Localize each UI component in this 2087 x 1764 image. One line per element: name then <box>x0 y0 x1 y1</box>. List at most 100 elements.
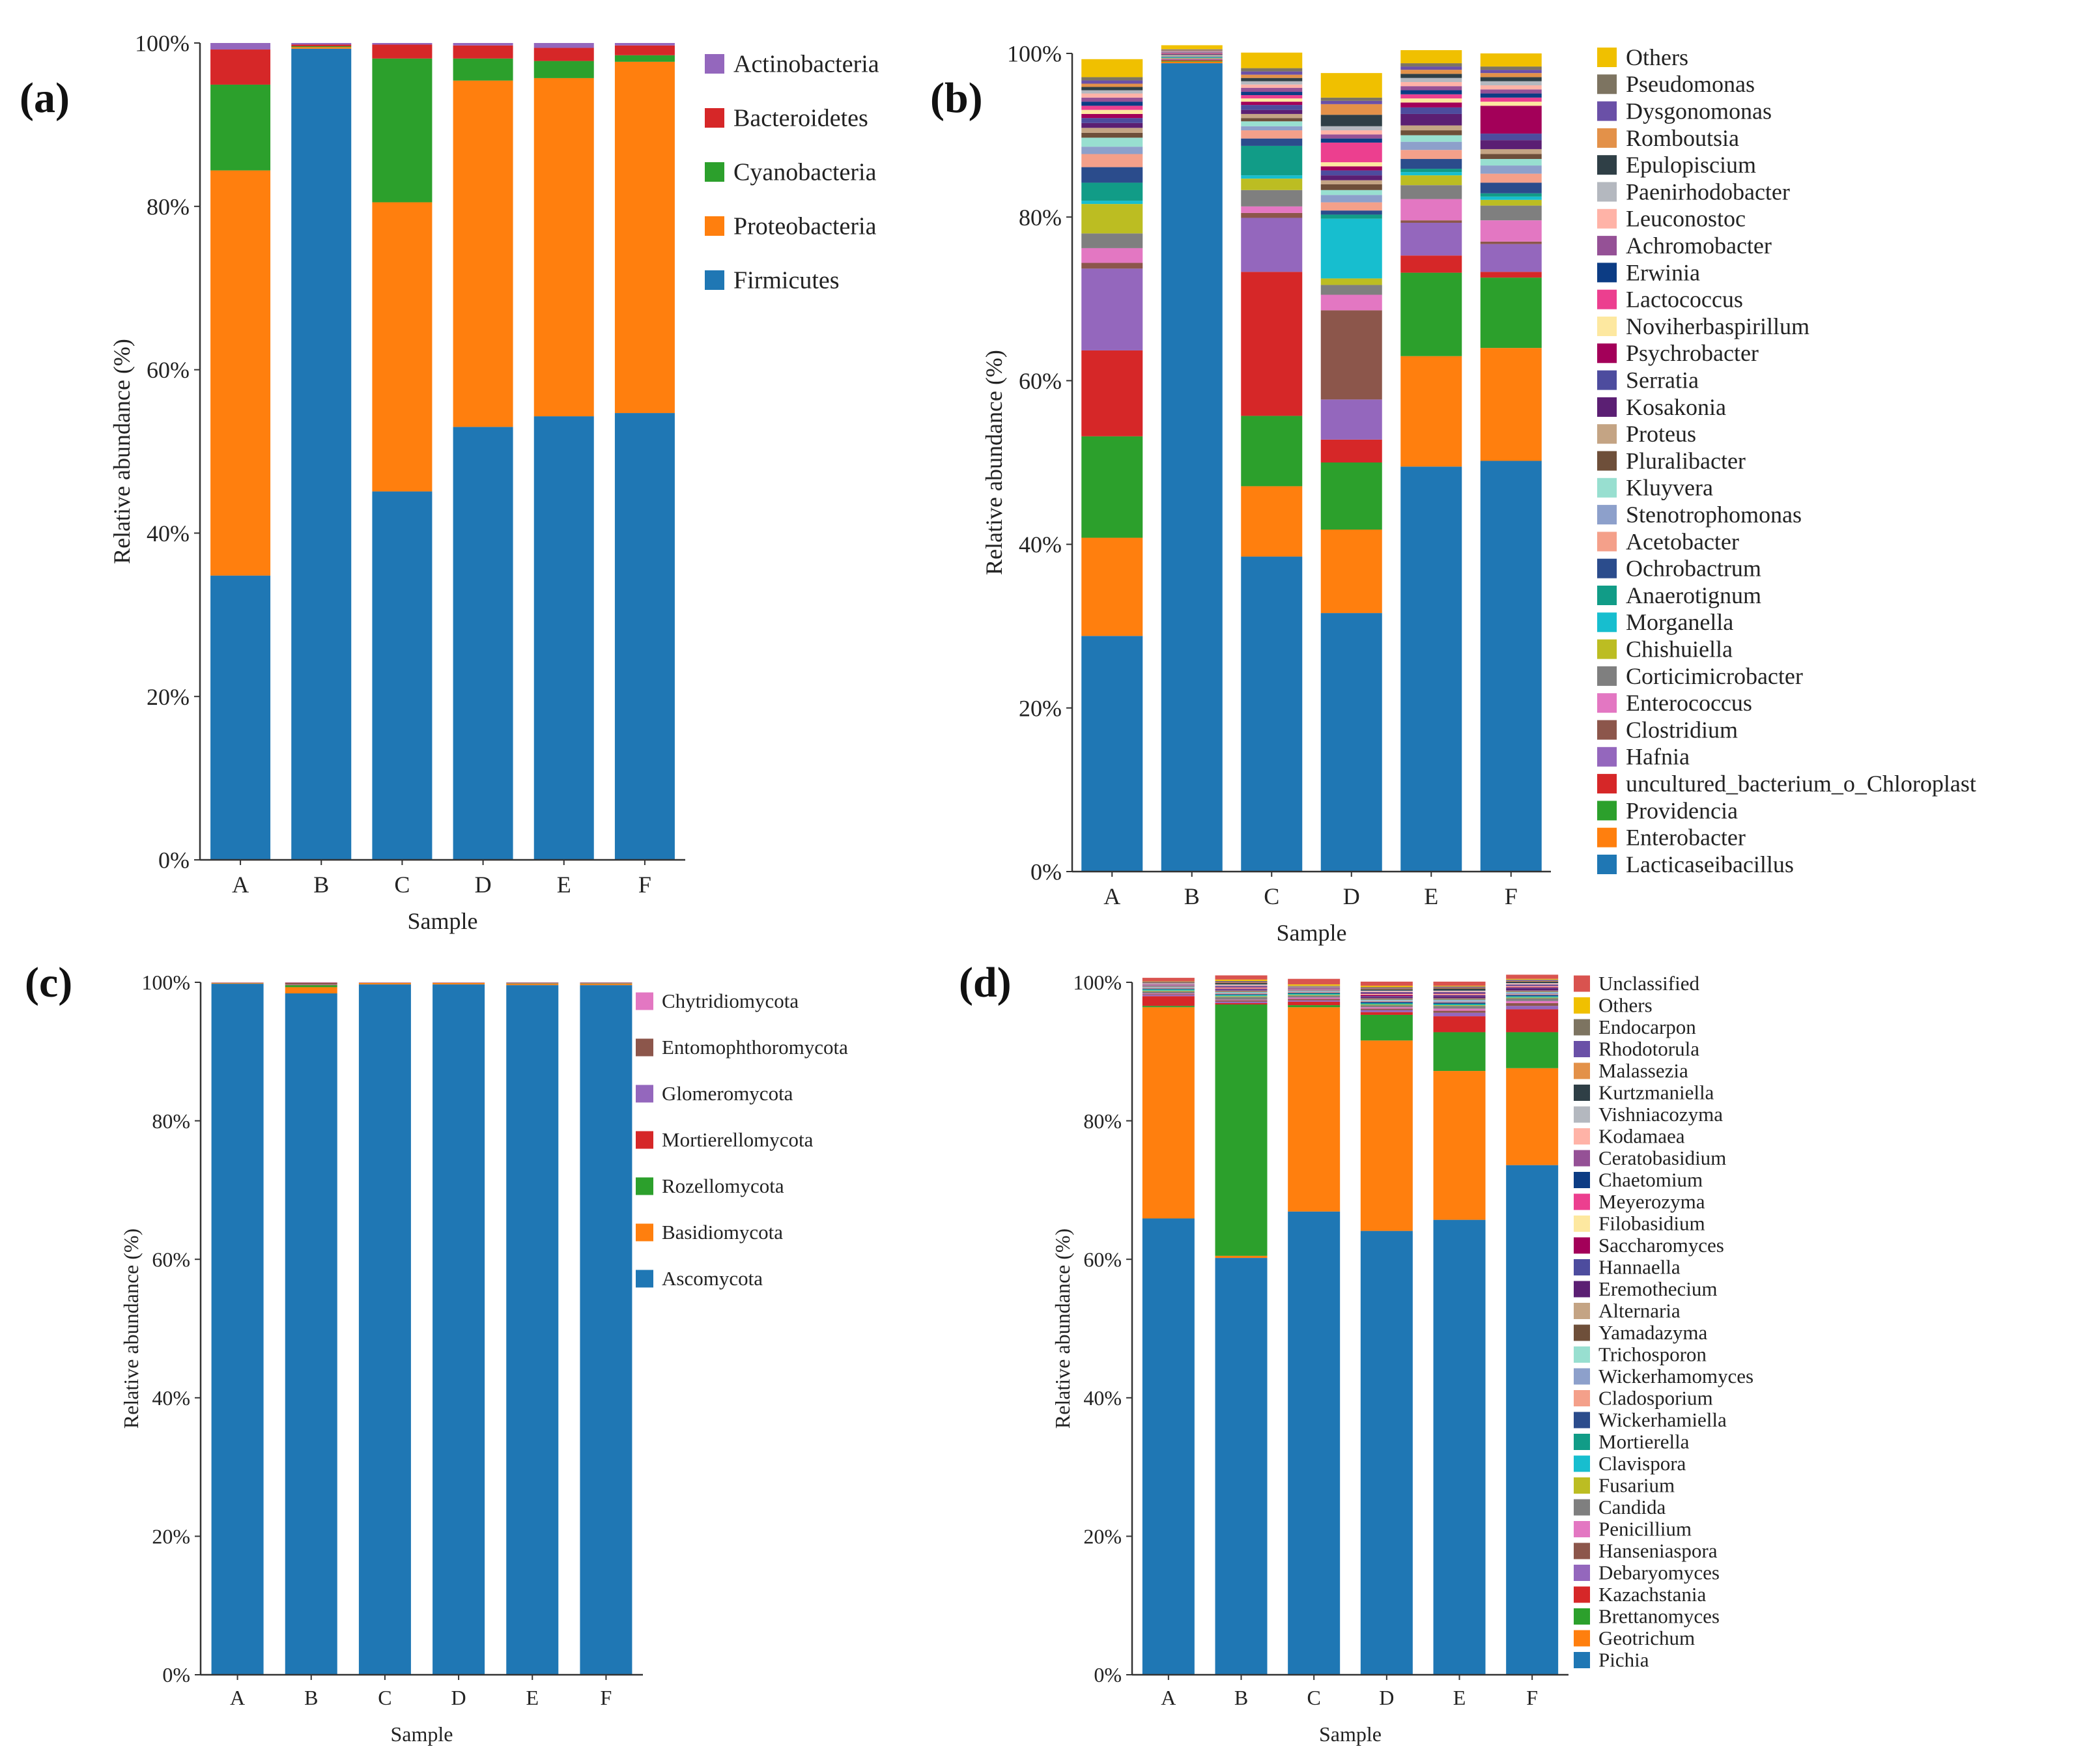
legend-label: Ascomycota <box>662 1267 763 1290</box>
bar-segment-D-lactococcus <box>1320 142 1382 163</box>
legend-swatch <box>1597 693 1617 713</box>
legend-swatch <box>1597 182 1617 202</box>
bar-segment-F-ceratobasidium <box>1506 984 1559 986</box>
bar-segment-C-providencia <box>1241 416 1303 487</box>
bar-segment-C-mortierella <box>1288 993 1341 995</box>
bar-segment-F-vishniacozyma <box>1506 983 1559 984</box>
bar-segment-C-romboutsia <box>1241 74 1303 78</box>
legend-swatch <box>636 1270 653 1288</box>
y-axis-title: Relative abundance (%) <box>119 1229 143 1429</box>
bar-segment-A-proteobacteria <box>210 170 271 576</box>
y-axis-title: Relative abundance (%) <box>1051 1229 1074 1429</box>
bar-segment-F-chishuiella <box>1480 199 1542 206</box>
bar-segment-D-actinobacteria <box>453 43 513 46</box>
bar-segment-F-candida <box>1506 998 1559 1001</box>
bar-segment-A-filobasidium <box>1142 984 1195 986</box>
chart-panel-b: (b) A B C D E F 0% 20% 40% 60% 80% 100% Sample Relativ… <box>930 41 1976 946</box>
legend-label: Rhodotorula <box>1598 1038 1699 1060</box>
bar-segment-B-vishniacozyma <box>1215 984 1268 986</box>
legend-swatch <box>1574 975 1590 992</box>
bar-segment-B-penicillium <box>1215 999 1268 1001</box>
bar-segment-C-paenirhodobacter <box>1241 81 1303 85</box>
bar-segment-C-candida <box>1288 995 1341 998</box>
bar-segment-D-kluyvera <box>1320 190 1382 195</box>
x-tick-label: D <box>1343 883 1360 909</box>
bar-segment-E-pseudomonas <box>1400 63 1462 67</box>
bar-segment-F-enterobacter <box>1480 348 1542 461</box>
bar-segment-B-hannaella <box>1215 989 1268 990</box>
bar-segment-B-fusarium <box>1215 996 1268 997</box>
legend-swatch <box>1597 424 1617 444</box>
bar-segment-D-fusarium <box>1360 1004 1413 1006</box>
bar-segment-E-meyerozyma <box>1433 993 1486 995</box>
bar-segment-E-debaryomyces <box>1433 1012 1486 1017</box>
x-tick-label: B <box>1184 883 1200 909</box>
bar-segment-D-stenotrophomonas <box>1320 195 1382 203</box>
legend-swatch <box>1597 505 1617 525</box>
bar-segment-C-firmicutes <box>372 491 433 860</box>
legend-label: Mortierella <box>1598 1430 1690 1453</box>
legend-swatch <box>1597 343 1617 363</box>
bar-segment-A-pluralibacter <box>1081 132 1143 138</box>
bar-segment-A-pichia <box>1142 1218 1195 1675</box>
legend-label: Glomeromycota <box>662 1082 793 1105</box>
legend-swatch <box>1574 1062 1590 1079</box>
bar-segment-F-debaryomyces <box>1506 1006 1559 1010</box>
legend-label: Kodamaea <box>1598 1125 1685 1148</box>
bar-segment-E-chishuiella <box>1400 175 1462 186</box>
bar-segment-F-actinobacteria <box>614 43 675 46</box>
bar-segment-B-lacticaseibacillus <box>1161 63 1223 872</box>
bar-segment-D-unclassified <box>1360 981 1413 986</box>
legend-label: Mortierellomycota <box>662 1128 814 1151</box>
legend-label: Entomophthoromycota <box>662 1036 848 1059</box>
bar-segment-F-paenirhodobacter <box>1480 81 1542 85</box>
legend-label: Leuconostoc <box>1626 206 1746 232</box>
legend-swatch <box>1597 451 1617 471</box>
legend-label: Penicillium <box>1598 1518 1692 1541</box>
bar-segment-A-lactococcus <box>1081 106 1143 110</box>
bar-segment-A-enterobacter <box>1081 537 1143 636</box>
legend-swatch <box>1574 1608 1590 1625</box>
legend-label: Kurtzmaniella <box>1598 1081 1714 1104</box>
legend-label: Pseudomonas <box>1626 71 1755 97</box>
panel-label: (b) <box>930 74 983 122</box>
bar-segment-B-geotrichum <box>1215 1255 1268 1259</box>
y-tick-label: 40% <box>1019 532 1062 558</box>
bar-segment-B-leuconostoc <box>1161 51 1223 52</box>
legend-label: Ceratobasidium <box>1598 1146 1726 1169</box>
bar-segment-D-brettanomyces <box>1360 1014 1413 1041</box>
bar-segment-F-enterococcus <box>1480 220 1542 242</box>
bar-segment-B-chishuiella <box>1161 57 1223 59</box>
bar-segment-E-corticimicrobacter <box>1400 185 1462 199</box>
bar-segment-E-fusarium <box>1433 1005 1486 1006</box>
bar-segment-A-unclassified <box>1142 978 1195 982</box>
x-axis-title: Sample <box>1277 920 1347 946</box>
bar-segment-B-kodamaea <box>1215 985 1268 986</box>
legend-swatch <box>1574 1216 1590 1232</box>
bar-segment-F-epulopiscium <box>1480 77 1542 81</box>
bar-segment-F-providencia <box>1480 277 1542 349</box>
legend-swatch <box>1574 1499 1590 1516</box>
bar-segment-B-clostridium <box>1161 59 1223 60</box>
legend-swatch <box>1597 289 1617 309</box>
bar-segment-D-enterobacter <box>1320 529 1382 614</box>
y-tick-label: 80% <box>152 1109 190 1133</box>
legend-label: Achromobacter <box>1626 233 1772 259</box>
legend-label: Others <box>1626 44 1688 70</box>
bar-segment-E-enterobacter <box>1400 356 1462 467</box>
legend-label: Chishuiella <box>1626 636 1733 662</box>
bar-segment-F-kluyvera <box>1480 159 1542 166</box>
bar-segment-E-others <box>1400 50 1462 64</box>
bar-segment-E-providencia <box>1400 272 1462 356</box>
bar-segment-D-morganella <box>1320 218 1382 279</box>
chart-panel-a: (a) A B C D E F 0% 20% 40% 60% 80% 100% Sample Relativ… <box>20 31 879 934</box>
legend-swatch <box>1574 1455 1590 1472</box>
bar-segment-C-actinobacteria <box>372 43 433 45</box>
bar-segment-F-pluralibacter <box>1480 154 1542 160</box>
bar-segment-C-malassezia <box>1288 986 1341 987</box>
legend-label: Rozellomycota <box>662 1174 784 1197</box>
bar-segment-B-wickerhamiella <box>1215 994 1268 995</box>
bar-segment-D-wickerhamiella <box>1360 1001 1413 1003</box>
legend-label: Hanseniaspora <box>1598 1539 1718 1562</box>
bar-segment-B-unclassified <box>1215 975 1268 980</box>
